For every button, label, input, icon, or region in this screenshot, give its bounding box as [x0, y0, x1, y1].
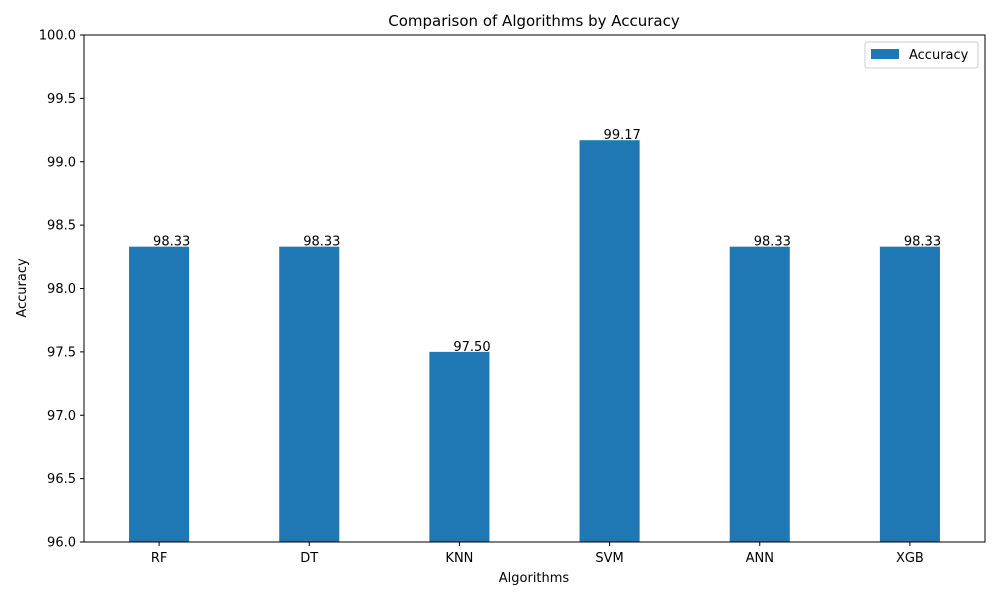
bars-layer — [129, 140, 940, 543]
y-axis: 96.0 96.5 97.0 97.5 98.0 98.5 99.0 99.5 100.0 — [39, 29, 84, 551]
data-labels-layer: 98.33 98.33 97.50 99.17 98.33 98.33 — [153, 128, 941, 355]
chart-title: Comparison of Algorithms by Accuracy — [388, 12, 680, 30]
y-tick-label: 96.5 — [47, 472, 76, 487]
y-tick-label: 99.5 — [47, 92, 76, 107]
plot-area-frame — [83, 34, 986, 543]
bar-dt — [279, 246, 340, 543]
x-tick-label-knn: KNN — [445, 551, 473, 566]
data-label-svm: 99.17 — [604, 128, 641, 143]
x-axis: RF DT KNN SVM ANN XGB — [151, 542, 924, 566]
y-tick-label: 97.0 — [47, 409, 76, 424]
bar-rf — [129, 246, 190, 543]
data-label-ann: 98.33 — [754, 235, 791, 250]
x-tick-label-xgb: XGB — [896, 551, 924, 566]
x-tick-label-dt: DT — [300, 551, 318, 566]
x-tick-label-ann: ANN — [746, 551, 774, 566]
legend-label: Accuracy — [909, 48, 969, 63]
y-tick-label: 97.5 — [47, 345, 76, 360]
x-tick-label-svm: SVM — [595, 551, 623, 566]
data-label-rf: 98.33 — [153, 235, 190, 250]
data-label-knn: 97.50 — [453, 340, 490, 355]
legend-box — [864, 41, 979, 69]
data-label-dt: 98.33 — [303, 235, 340, 250]
legend: Accuracy — [864, 41, 979, 69]
legend-swatch — [871, 49, 899, 59]
y-axis-title: Accuracy — [15, 258, 30, 318]
x-axis-title: Algorithms — [499, 571, 570, 586]
x-tick-label-rf: RF — [151, 551, 168, 566]
bar-xgb — [879, 246, 940, 543]
y-tick-label: 98.0 — [47, 282, 76, 297]
bar-svm — [579, 140, 640, 542]
y-tick-label: 99.0 — [47, 155, 76, 170]
bar-knn — [429, 351, 490, 542]
y-tick-label: 100.0 — [39, 29, 76, 44]
data-label-xgb: 98.33 — [904, 235, 941, 250]
y-tick-label: 98.5 — [47, 219, 76, 234]
bar-ann — [729, 246, 790, 543]
y-tick-label: 96.0 — [47, 536, 76, 551]
